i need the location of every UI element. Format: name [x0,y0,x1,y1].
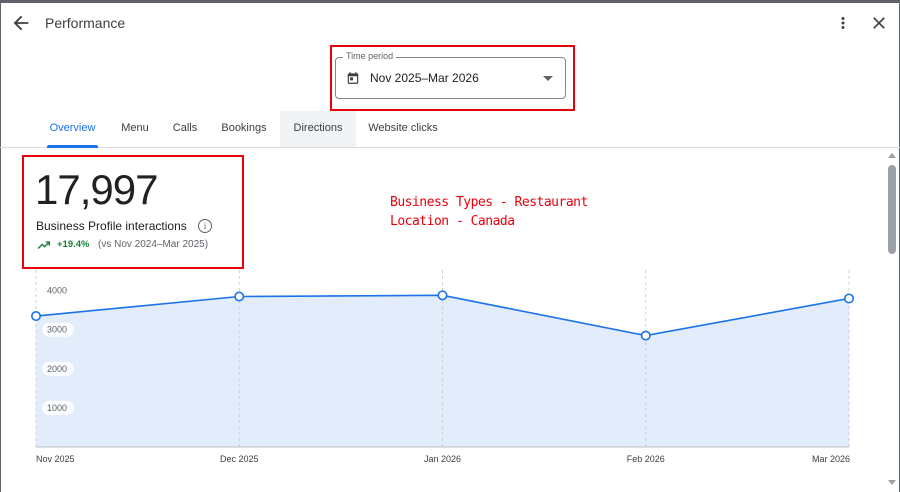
chart-point [640,330,651,341]
more-vert-icon[interactable] [834,12,852,34]
arrow-back-icon[interactable] [10,12,32,34]
y-tick-label: 1000 [47,403,67,413]
tab-website-clicks[interactable]: Website clicks [368,122,438,134]
x-tick-label: Feb 2026 [627,454,665,464]
chevron-down-icon [543,76,553,81]
annotation-location: Location - Canada [390,214,515,229]
x-tick-label: Nov 2025 [36,454,75,464]
calendar-icon [347,72,359,84]
y-tick-bg [42,283,74,298]
trending-up-icon [37,241,50,249]
tab-directions[interactable]: Directions [280,111,356,147]
kpi-value: 17,997 [35,166,158,213]
y-tick-label: 4000 [47,286,67,296]
kpi-change: +19.4% [57,239,90,250]
time-period-select[interactable] [335,57,566,99]
close-icon[interactable] [869,13,889,33]
y-tick-label: 2000 [47,364,67,374]
x-tick-label: Mar 2026 [812,454,850,464]
chart-point [843,293,854,304]
chart-point [30,311,41,322]
time-period-label: Time period [343,51,397,61]
info-icon[interactable]: i [198,219,212,233]
scroll-down-arrow-icon[interactable] [888,480,896,485]
tab-calls[interactable]: Calls [172,122,198,134]
interactions-chart: 4000 3000 2000 1000 Nov 2025 Dec 2025 Jan 2026… [30,270,854,464]
y-tick-bg [42,322,74,337]
y-tick-label: 3000 [47,325,67,335]
page-title: Performance [45,15,126,31]
y-tick-bg [42,361,74,376]
scrollbar-thumb[interactable] [888,165,896,254]
x-tick-label: Jan 2026 [424,454,461,464]
chart-point [437,290,448,301]
time-period-highlight-box [330,45,575,111]
annotation-business-type: Business Types - Restaurant [390,195,588,210]
kpi-label: Business Profile interactions [36,219,187,233]
tab-overview[interactable]: Overview [47,111,98,148]
tab-bookings[interactable]: Bookings [221,122,267,134]
kpi-highlight-box [22,155,244,269]
header: Performance [0,0,900,46]
chart-point [234,291,245,302]
tab-bar: Overview Menu Calls Bookings Directions … [0,111,900,148]
time-period-value: Nov 2025–Mar 2026 [370,71,479,85]
tab-menu[interactable]: Menu [121,122,149,134]
scroll-up-arrow-icon[interactable] [888,153,896,158]
y-tick-bg [42,400,74,415]
kpi-compare-period: (vs Nov 2024–Mar 2025) [98,239,209,250]
x-tick-label: Dec 2025 [220,454,259,464]
